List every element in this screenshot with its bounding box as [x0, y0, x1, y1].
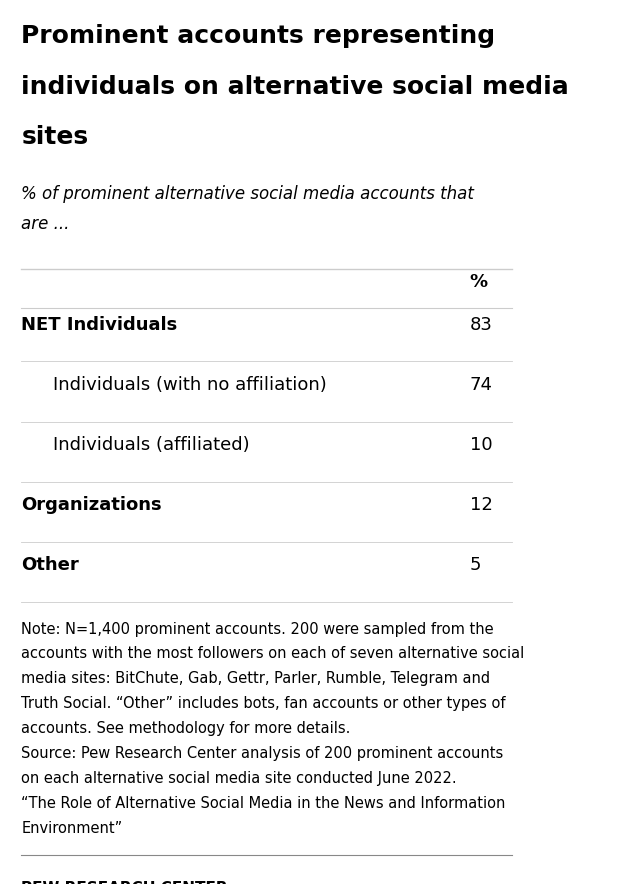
Text: sites: sites [21, 126, 89, 149]
Text: 83: 83 [469, 316, 492, 333]
Text: accounts with the most followers on each of seven alternative social: accounts with the most followers on each… [21, 646, 525, 661]
Text: Individuals (with no affiliation): Individuals (with no affiliation) [53, 376, 327, 393]
Text: Organizations: Organizations [21, 496, 162, 514]
Text: %: % [469, 273, 488, 291]
Text: NET Individuals: NET Individuals [21, 316, 177, 333]
Text: Individuals (affiliated): Individuals (affiliated) [53, 436, 250, 454]
Text: PEW RESEARCH CENTER: PEW RESEARCH CENTER [21, 880, 228, 884]
Text: % of prominent alternative social media accounts that: % of prominent alternative social media … [21, 186, 474, 203]
Text: accounts. See methodology for more details.: accounts. See methodology for more detai… [21, 721, 351, 736]
Text: 12: 12 [469, 496, 492, 514]
Text: are ...: are ... [21, 215, 69, 233]
Text: Source: Pew Research Center analysis of 200 prominent accounts: Source: Pew Research Center analysis of … [21, 746, 503, 761]
Text: 74: 74 [469, 376, 492, 393]
Text: individuals on alternative social media: individuals on alternative social media [21, 74, 569, 99]
Text: Environment”: Environment” [21, 820, 123, 835]
Text: Note: N=1,400 prominent accounts. 200 were sampled from the: Note: N=1,400 prominent accounts. 200 we… [21, 621, 494, 636]
Text: Prominent accounts representing: Prominent accounts representing [21, 24, 495, 48]
Text: Truth Social. “Other” includes bots, fan accounts or other types of: Truth Social. “Other” includes bots, fan… [21, 697, 506, 712]
Text: 5: 5 [469, 556, 481, 575]
Text: 10: 10 [469, 436, 492, 454]
Text: Other: Other [21, 556, 79, 575]
Text: media sites: BitChute, Gab, Gettr, Parler, Rumble, Telegram and: media sites: BitChute, Gab, Gettr, Parle… [21, 671, 490, 686]
Text: “The Role of Alternative Social Media in the News and Information: “The Role of Alternative Social Media in… [21, 796, 506, 811]
Text: on each alternative social media site conducted June 2022.: on each alternative social media site co… [21, 771, 457, 786]
